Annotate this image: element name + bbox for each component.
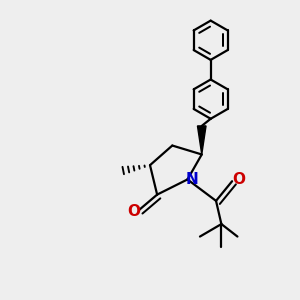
Text: N: N: [186, 172, 198, 187]
Polygon shape: [197, 126, 206, 154]
Text: O: O: [128, 204, 140, 219]
Text: O: O: [232, 172, 245, 187]
